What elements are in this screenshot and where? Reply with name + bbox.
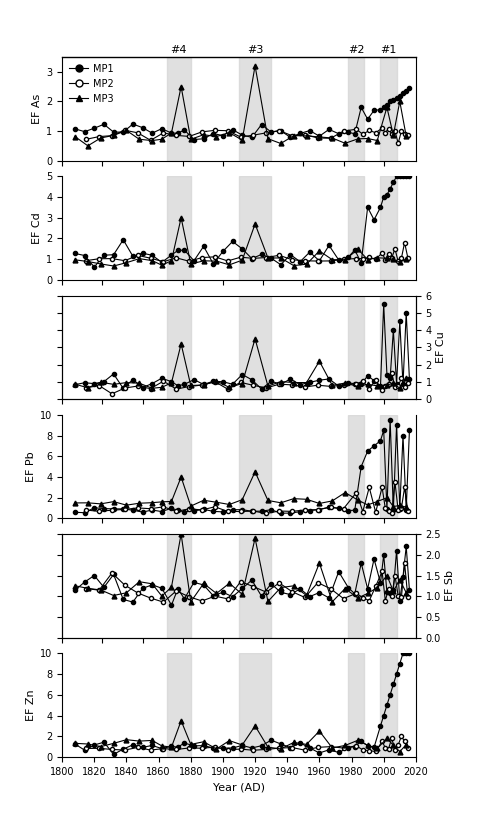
Y-axis label: EF Cu: EF Cu	[436, 331, 446, 363]
Y-axis label: EF Sb: EF Sb	[445, 571, 455, 602]
Bar	[380, 534, 397, 637]
Bar	[348, 295, 364, 399]
Y-axis label: EF As: EF As	[32, 94, 42, 124]
Bar	[239, 295, 271, 399]
Bar	[167, 57, 191, 160]
Bar	[380, 295, 397, 399]
Bar	[167, 654, 191, 757]
Bar	[239, 534, 271, 637]
Text: #3: #3	[247, 45, 263, 55]
Bar	[348, 57, 364, 160]
Bar	[380, 654, 397, 757]
Bar	[239, 57, 271, 160]
Bar	[239, 654, 271, 757]
Bar	[239, 177, 271, 280]
Bar	[167, 295, 191, 399]
Bar	[348, 654, 364, 757]
Bar	[167, 177, 191, 280]
Bar	[348, 177, 364, 280]
Bar	[348, 415, 364, 519]
Bar	[380, 415, 397, 519]
Bar	[348, 534, 364, 637]
Bar	[239, 415, 271, 519]
Y-axis label: EF Pb: EF Pb	[26, 451, 36, 482]
Bar	[380, 177, 397, 280]
Text: #2: #2	[348, 45, 365, 55]
Bar	[167, 534, 191, 637]
Y-axis label: EF Cd: EF Cd	[32, 212, 42, 244]
Text: #4: #4	[170, 45, 186, 55]
Text: #1: #1	[380, 45, 397, 55]
Bar	[167, 415, 191, 519]
Bar	[380, 57, 397, 160]
X-axis label: Year (AD): Year (AD)	[213, 782, 265, 792]
Y-axis label: EF Zn: EF Zn	[26, 689, 36, 721]
Legend: MP1, MP2, MP3: MP1, MP2, MP3	[65, 60, 118, 107]
